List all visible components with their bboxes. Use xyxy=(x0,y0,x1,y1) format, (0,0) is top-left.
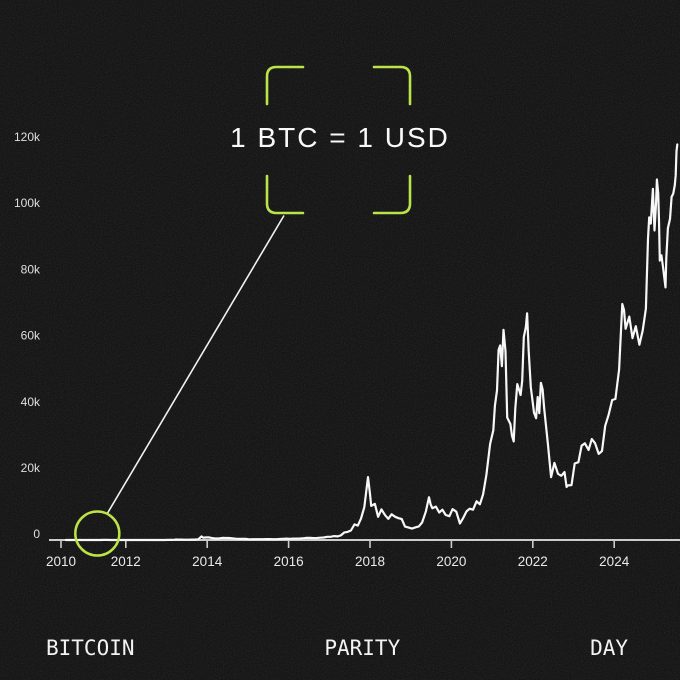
x-tick-label: 2016 xyxy=(274,554,304,569)
x-tick-label: 2020 xyxy=(436,554,466,569)
parity-circle-marker xyxy=(74,510,121,557)
price-line xyxy=(64,143,679,542)
x-tick-label: 2010 xyxy=(46,554,76,569)
callout-connector-line xyxy=(106,215,285,515)
footer-word-day: DAY xyxy=(590,636,628,660)
footer-word-bitcoin: BITCOIN xyxy=(46,636,135,660)
y-tick-label: 40k xyxy=(21,395,41,409)
y-tick-label: 80k xyxy=(21,262,41,276)
footer-caption: BITCOIN PARITY DAY xyxy=(0,637,680,659)
x-tick-label: 2022 xyxy=(518,554,548,569)
footer-word-parity: PARITY xyxy=(324,636,401,660)
x-tick-label: 2024 xyxy=(599,554,630,569)
y-tick-label: 20k xyxy=(21,461,41,475)
x-tick-label: 2018 xyxy=(355,554,385,569)
x-tick-label: 2012 xyxy=(111,554,141,569)
y-tick-label: 0 xyxy=(33,527,40,541)
y-tick-label: 100k xyxy=(14,196,41,210)
y-tick-label: 60k xyxy=(21,329,41,343)
parity-callout-label: 1 BTC = 1 USD xyxy=(230,122,450,153)
x-tick-label: 2014 xyxy=(192,554,223,569)
